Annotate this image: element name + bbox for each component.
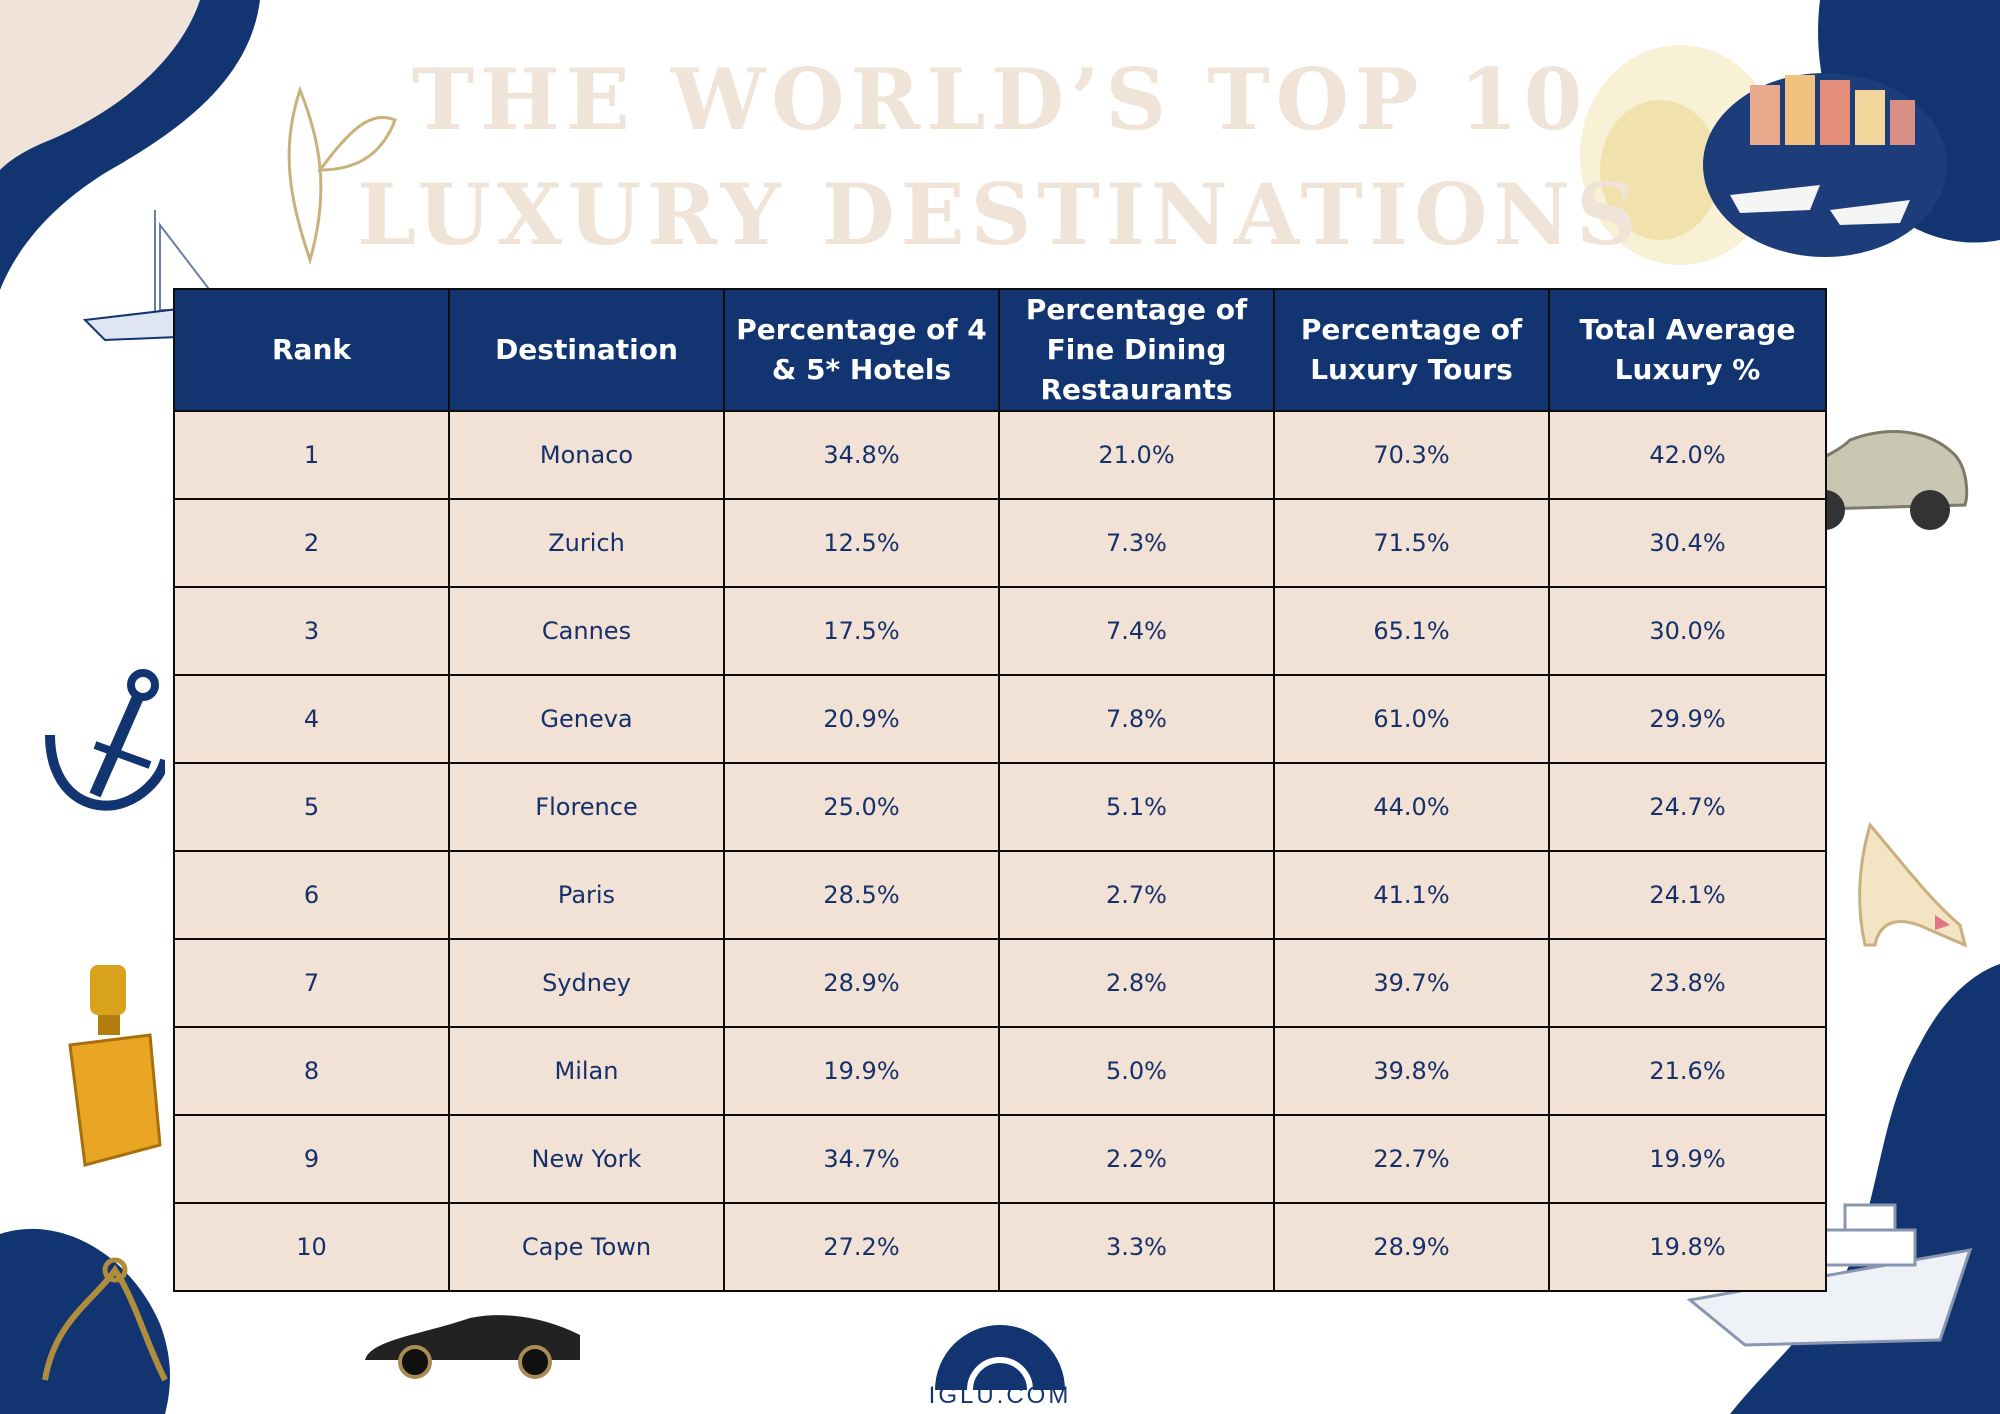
table-row: 6 Paris 28.5% 2.7% 41.1% 24.1%: [173, 850, 1827, 940]
table-row: 5 Florence 25.0% 5.1% 44.0% 24.7%: [173, 762, 1827, 852]
cell-destination: New York: [448, 1114, 725, 1204]
table-row: 10 Cape Town 27.2% 3.3% 28.9% 19.8%: [173, 1202, 1827, 1292]
cell-total-average: 23.8%: [1548, 938, 1827, 1028]
table-header-row: Rank Destination Percentage of 4 & 5* Ho…: [173, 288, 1827, 412]
cell-hotels: 25.0%: [723, 762, 1000, 852]
cell-hotels: 34.7%: [723, 1114, 1000, 1204]
cell-luxury-tours: 71.5%: [1273, 498, 1550, 588]
cell-hotels: 12.5%: [723, 498, 1000, 588]
perfume-bottle: [68, 965, 162, 1167]
anchor-icon: [45, 669, 165, 811]
cell-fine-dining: 7.8%: [998, 674, 1275, 764]
table-row: 2 Zurich 12.5% 7.3% 71.5% 30.4%: [173, 498, 1827, 588]
iglu-logo-text: IGLU.COM: [928, 1382, 1072, 1409]
cell-total-average: 30.0%: [1548, 586, 1827, 676]
cell-rank: 2: [173, 498, 450, 588]
cell-fine-dining: 5.0%: [998, 1026, 1275, 1116]
cell-luxury-tours: 41.1%: [1273, 850, 1550, 940]
cell-rank: 5: [173, 762, 450, 852]
cell-fine-dining: 7.4%: [998, 586, 1275, 676]
cell-hotels: 20.9%: [723, 674, 1000, 764]
cell-total-average: 30.4%: [1548, 498, 1827, 588]
cell-luxury-tours: 61.0%: [1273, 674, 1550, 764]
cell-fine-dining: 2.7%: [998, 850, 1275, 940]
leaf-illustration: [287, 85, 397, 266]
cell-fine-dining: 2.8%: [998, 938, 1275, 1028]
cell-rank: 9: [173, 1114, 450, 1204]
cell-luxury-tours: 39.7%: [1273, 938, 1550, 1028]
cell-destination: Zurich: [448, 498, 725, 588]
table-row: 7 Sydney 28.9% 2.8% 39.7% 23.8%: [173, 938, 1827, 1028]
cell-hotels: 27.2%: [723, 1202, 1000, 1292]
cell-destination: Geneva: [448, 674, 725, 764]
cell-total-average: 24.1%: [1548, 850, 1827, 940]
cell-hotels: 28.5%: [723, 850, 1000, 940]
page-title-line-2: Luxury Destinations: [357, 165, 1643, 264]
cell-rank: 1: [173, 410, 450, 500]
high-heel-shoe: [1858, 821, 1968, 948]
cell-fine-dining: 2.2%: [998, 1114, 1275, 1204]
header-hotels: Percentage of 4 & 5* Hotels: [723, 288, 1000, 412]
corner-blob-top-left: [0, 0, 260, 290]
cell-luxury-tours: 70.3%: [1273, 410, 1550, 500]
cell-total-average: 19.9%: [1548, 1114, 1827, 1204]
cell-rank: 3: [173, 586, 450, 676]
gold-ornament: [42, 1257, 168, 1382]
table-row: 1 Monaco 34.8% 21.0% 70.3% 42.0%: [173, 410, 1827, 500]
cell-total-average: 21.6%: [1548, 1026, 1827, 1116]
table-row: 9 New York 34.7% 2.2% 22.7% 19.9%: [173, 1114, 1827, 1204]
table-row: 3 Cannes 17.5% 7.4% 65.1% 30.0%: [173, 586, 1827, 676]
cell-luxury-tours: 65.1%: [1273, 586, 1550, 676]
header-destination: Destination: [448, 288, 725, 412]
cell-total-average: 24.7%: [1548, 762, 1827, 852]
cell-destination: Milan: [448, 1026, 725, 1116]
cell-luxury-tours: 39.8%: [1273, 1026, 1550, 1116]
corner-blob-bottom-left: [0, 1228, 170, 1414]
table-row: 8 Milan 19.9% 5.0% 39.8% 21.6%: [173, 1026, 1827, 1116]
cell-hotels: 19.9%: [723, 1026, 1000, 1116]
cell-destination: Cape Town: [448, 1202, 725, 1292]
cell-rank: 4: [173, 674, 450, 764]
header-total-average: Total Average Luxury %: [1548, 288, 1827, 412]
header-fine-dining: Percentage of Fine Dining Restaurants: [998, 288, 1275, 412]
cell-fine-dining: 21.0%: [998, 410, 1275, 500]
cell-rank: 6: [173, 850, 450, 940]
cell-fine-dining: 3.3%: [998, 1202, 1275, 1292]
sports-car: [365, 1315, 580, 1379]
cell-destination: Florence: [448, 762, 725, 852]
cell-total-average: 29.9%: [1548, 674, 1827, 764]
iglu-logo-icon: [935, 1325, 1065, 1391]
cell-destination: Monaco: [448, 410, 725, 500]
cell-destination: Cannes: [448, 586, 725, 676]
cell-destination: Paris: [448, 850, 725, 940]
cell-fine-dining: 7.3%: [998, 498, 1275, 588]
luxury-destinations-table: Rank Destination Percentage of 4 & 5* Ho…: [173, 288, 1827, 1292]
cell-destination: Sydney: [448, 938, 725, 1028]
cell-hotels: 34.8%: [723, 410, 1000, 500]
cell-fine-dining: 5.1%: [998, 762, 1275, 852]
header-luxury-tours: Percentage of Luxury Tours: [1273, 288, 1550, 412]
cell-total-average: 19.8%: [1548, 1202, 1827, 1292]
cell-luxury-tours: 22.7%: [1273, 1114, 1550, 1204]
harbor-town-illustration: [1703, 73, 1947, 257]
cell-total-average: 42.0%: [1548, 410, 1827, 500]
page-title-line-1: The World’s Top 10: [411, 50, 1589, 149]
cell-hotels: 17.5%: [723, 586, 1000, 676]
cell-rank: 7: [173, 938, 450, 1028]
cell-luxury-tours: 44.0%: [1273, 762, 1550, 852]
table-row: 4 Geneva 20.9% 7.8% 61.0% 29.9%: [173, 674, 1827, 764]
cell-luxury-tours: 28.9%: [1273, 1202, 1550, 1292]
cell-rank: 8: [173, 1026, 450, 1116]
cell-hotels: 28.9%: [723, 938, 1000, 1028]
cell-rank: 10: [173, 1202, 450, 1292]
header-rank: Rank: [173, 288, 450, 412]
